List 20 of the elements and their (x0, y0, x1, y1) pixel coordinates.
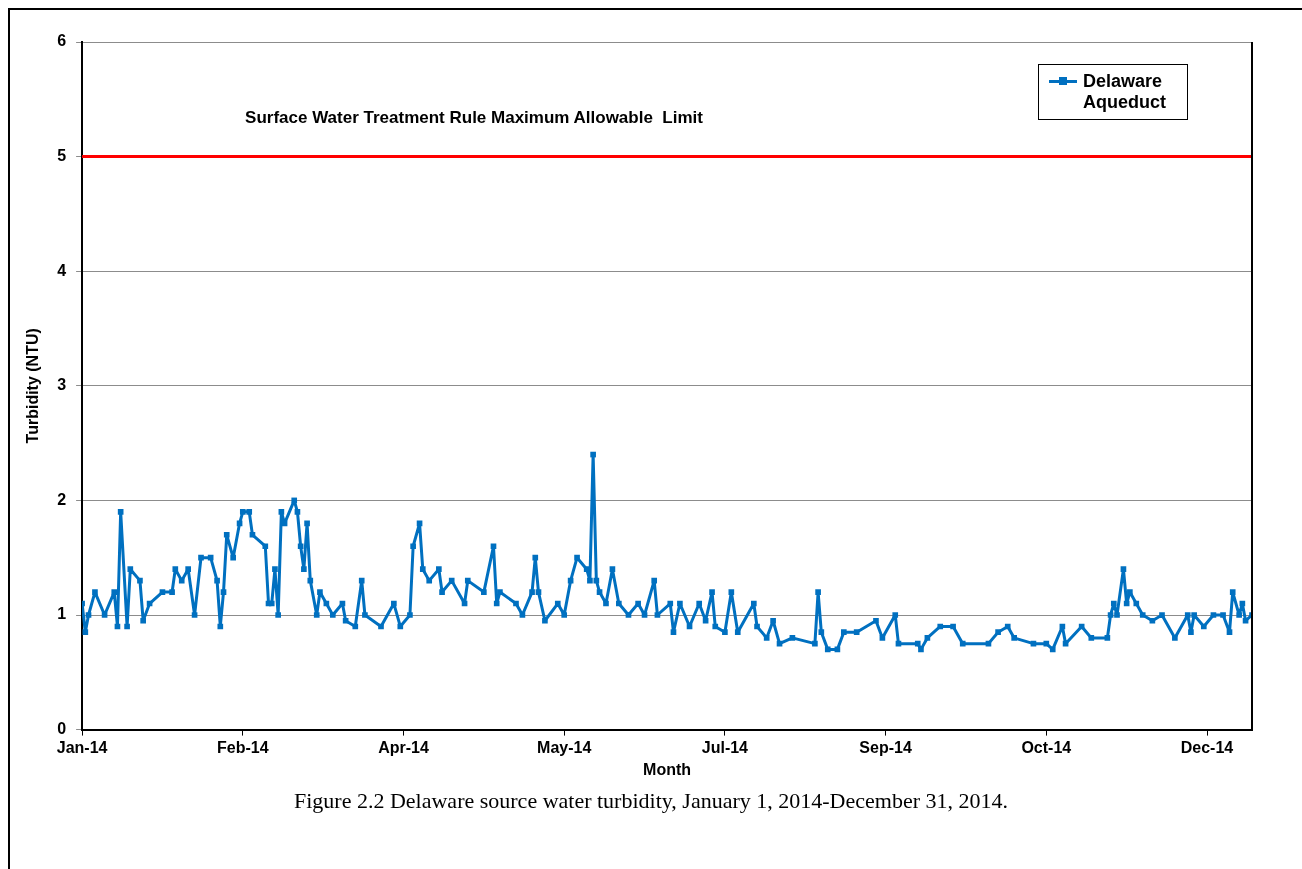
y-tick-label: 4 (57, 261, 67, 279)
x-tick-label: May-14 (537, 738, 592, 756)
y-tick-label: 0 (57, 720, 67, 738)
y-tick-label: 2 (57, 490, 67, 508)
caption: Figure 2.2 Delaware source water turbidity, January 1, 2014-December 31, 2014. (293, 788, 1009, 814)
x-tick-label: Oct-14 (1021, 738, 1072, 756)
y-tick-label: 5 (57, 147, 67, 165)
y-tick-label: 1 (57, 605, 67, 623)
ref-line-label: Surface Water Treatment Rule Maximum Allowable Limit (245, 108, 704, 128)
x-axis-title: Month (643, 760, 692, 778)
x-tick-label: Jul-14 (701, 738, 749, 756)
x-tick-label: Jan-14 (56, 738, 108, 756)
x-tick-label: Sep-14 (859, 738, 912, 756)
y-axis-title: Turbidity (NTU) (24, 328, 42, 444)
x-tick-label: Apr-14 (378, 738, 429, 756)
y-tick-label: 6 (57, 32, 67, 50)
x-tick-label: Dec-14 (1180, 738, 1234, 756)
y-tick-label: 3 (57, 376, 67, 394)
legend-label: Delaware Aqueduct (1083, 71, 1167, 113)
x-tick-label: Feb-14 (217, 738, 269, 756)
